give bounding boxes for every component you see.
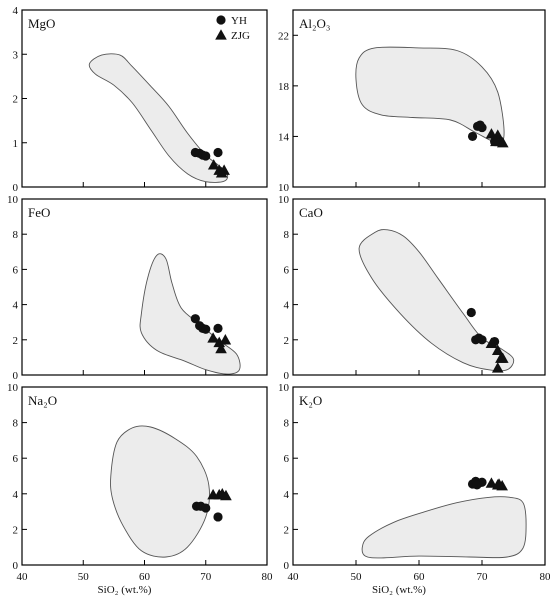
panel-2: 10 14 18 22 Al₂O₃ (278, 10, 545, 194)
composition-field (111, 426, 210, 557)
panel-title: Al₂O₃ (299, 16, 330, 31)
legend-marker-zjg (215, 29, 227, 39)
y-tick-label: 14 (278, 131, 290, 143)
panel-3: 0 2 4 6 8 10 FeO (7, 194, 267, 382)
x-tick-label: 50 (351, 571, 363, 583)
y-tick-label: 18 (278, 81, 290, 93)
series-yh (468, 477, 487, 490)
series-zjg (486, 477, 508, 490)
y-tick-label: 1 (13, 138, 19, 150)
data-point-yh (213, 512, 222, 521)
y-tick-label: 0 (284, 370, 290, 382)
y-tick-label: 8 (284, 418, 290, 430)
x-tick-label: 60 (139, 571, 151, 583)
x-axis-title: SiO₂ (wt.%) (372, 584, 426, 596)
data-point-yh (477, 335, 486, 344)
series-zjg (207, 488, 231, 500)
data-point-zjg (220, 334, 232, 344)
y-tick-label: 3 (13, 49, 19, 61)
panel-title: MgO (28, 16, 55, 31)
y-tick-label: 10 (7, 382, 19, 394)
y-tick-label: 10 (278, 182, 290, 194)
x-tick-label: 70 (200, 571, 212, 583)
x-tick-label: 40 (17, 571, 29, 583)
panel-4: 0 2 4 6 8 10 CaO (278, 194, 545, 382)
y-tick-label: 6 (13, 264, 19, 276)
y-tick-label: 2 (13, 94, 19, 106)
panel-title: FeO (28, 205, 50, 220)
data-point-yh (477, 123, 486, 132)
composition-field (362, 497, 526, 558)
y-tick-label: 22 (278, 30, 289, 42)
data-point-yh (467, 308, 476, 317)
y-tick-label: 8 (13, 418, 19, 430)
data-point-yh (201, 151, 210, 160)
y-tick-label: 2 (284, 524, 290, 536)
y-tick-label: 10 (7, 194, 19, 206)
y-tick-label: 4 (13, 489, 19, 501)
x-tick-label: 40 (288, 571, 300, 583)
data-point-yh (201, 503, 210, 512)
legend-label-zjg: ZJG (231, 30, 250, 42)
data-point-yh (213, 324, 222, 333)
legend: YH ZJG (215, 15, 250, 42)
data-point-yh (201, 325, 210, 334)
x-tick-label: 80 (262, 571, 274, 583)
panel-title: Na₂O (28, 393, 57, 408)
composition-field (140, 254, 240, 374)
data-point-yh (468, 132, 477, 141)
x-tick-label: 80 (540, 571, 550, 583)
y-tick-label: 0 (13, 182, 19, 194)
y-tick-label: 4 (13, 300, 19, 312)
x-axis-title: SiO₂ (wt.%) (98, 584, 152, 596)
panel-title: CaO (299, 205, 323, 220)
y-tick-label: 6 (13, 453, 19, 465)
y-tick-label: 4 (284, 489, 290, 501)
legend-marker-yh (216, 15, 225, 24)
data-point-yh (213, 148, 222, 157)
y-tick-label: 4 (284, 300, 290, 312)
y-tick-label: 2 (13, 524, 19, 536)
composition-field (89, 54, 227, 183)
y-tick-label: 4 (13, 5, 19, 17)
y-tick-label: 10 (278, 194, 290, 206)
x-tick-label: 50 (78, 571, 90, 583)
x-tick-label: 60 (414, 571, 426, 583)
y-tick-label: 8 (284, 229, 290, 241)
composition-field (359, 230, 514, 371)
y-tick-label: 6 (284, 264, 290, 276)
panel-title: K₂O (299, 393, 322, 408)
y-tick-label: 10 (278, 382, 290, 394)
panel-1: 0 1 2 3 4 MgO (13, 5, 268, 194)
y-tick-label: 6 (284, 453, 290, 465)
x-tick-label: 70 (477, 571, 489, 583)
y-tick-label: 0 (13, 370, 19, 382)
y-tick-label: 2 (284, 335, 290, 347)
y-tick-label: 2 (13, 335, 19, 347)
data-point-yh (472, 480, 481, 489)
y-tick-label: 8 (13, 229, 19, 241)
legend-label-yh: YH (231, 15, 247, 27)
